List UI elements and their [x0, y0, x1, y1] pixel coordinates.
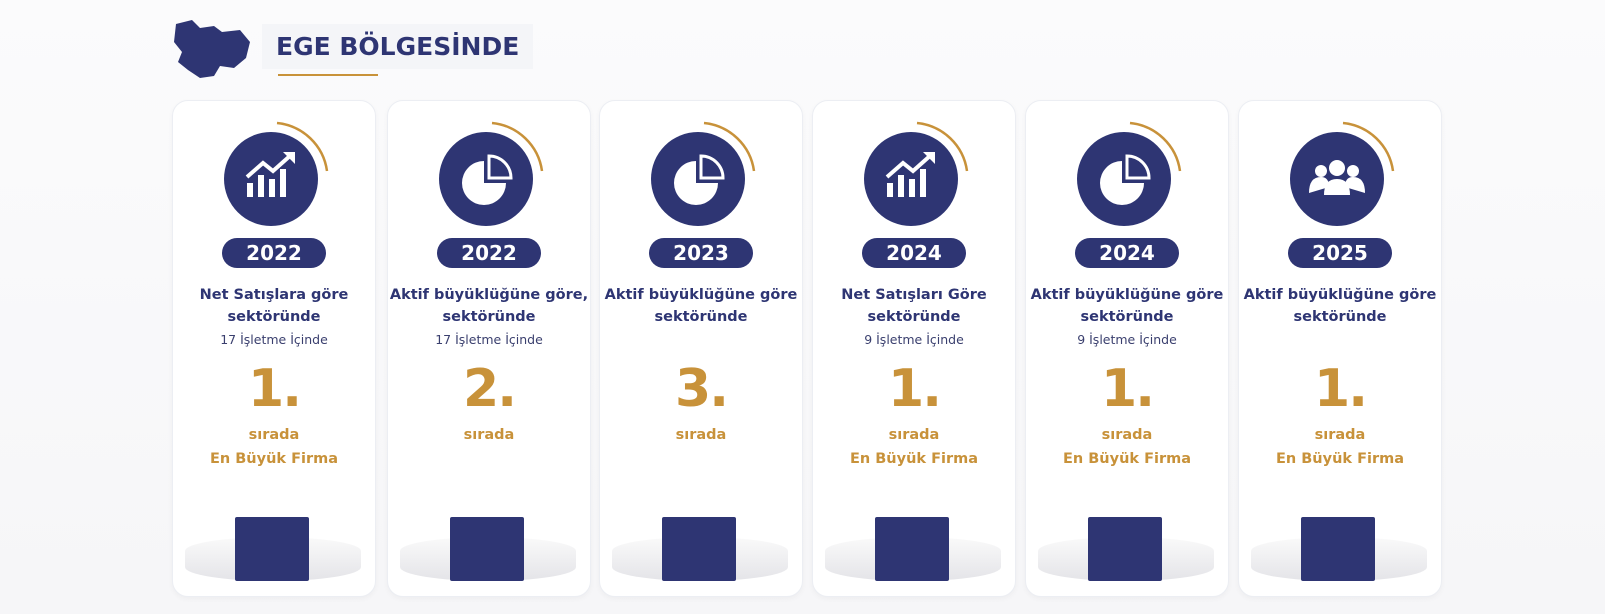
icon — [224, 121, 329, 226]
description: sektöründe — [654, 309, 748, 325]
card: 2022 Net Satışlara göre sektöründe 17 İşlet… — [172, 100, 376, 597]
description: Aktif büyüklüğüne göre — [604, 287, 798, 303]
podium-block — [1301, 517, 1375, 581]
description: Aktif büyüklüğüne göre — [1243, 287, 1437, 303]
year-pill: 2022 — [437, 238, 541, 268]
rank: 1. — [888, 359, 942, 419]
podium-block — [875, 517, 949, 581]
icon — [439, 121, 544, 226]
note: 9 İşletme İçinde — [1077, 332, 1177, 347]
icon — [1077, 121, 1182, 226]
card: 2023 Aktif büyüklüğüne göre sektöründe 3. sı… — [599, 100, 803, 597]
rank-unit: sırada — [463, 427, 515, 443]
note: 17 İşletme İçinde — [435, 332, 543, 347]
icon — [864, 121, 969, 226]
rank-unit: sırada — [888, 427, 940, 443]
label: En Büyük Firma — [1062, 451, 1192, 467]
rank: 2. — [463, 359, 517, 419]
description: sektöründe — [1293, 309, 1387, 325]
page-title: EGE BÖLGESİNDE — [262, 24, 534, 69]
description: Aktif büyüklüğüne göre — [1030, 287, 1224, 303]
card: 2024 Net Satışları Göre sektöründe 9 İşletm… — [812, 100, 1016, 597]
card: 2024 Aktif büyüklüğüne göre sektöründe 9 İş… — [1025, 100, 1229, 597]
label: En Büyük Firma — [209, 451, 339, 467]
rank-unit: sırada — [1314, 427, 1366, 443]
rank: 1. — [1314, 359, 1368, 419]
podium-block — [450, 517, 524, 581]
rank-unit: sırada — [1101, 427, 1153, 443]
description: sektöründe — [867, 309, 961, 325]
rank: 3. — [675, 359, 729, 419]
description: Net Satışları Göre — [841, 287, 987, 303]
card: 2022 Aktif büyüklüğüne göre, sektöründe 17 … — [387, 100, 591, 597]
rank-unit: sırada — [248, 427, 300, 443]
year-pill: 2024 — [862, 238, 966, 268]
label: En Büyük Firma — [849, 451, 979, 467]
note: 9 İşletme İçinde — [864, 332, 964, 347]
rank: 1. — [1101, 359, 1155, 419]
year-pill: 2023 — [649, 238, 753, 268]
podium-block — [1088, 517, 1162, 581]
card: 2025 Aktif büyüklüğüne göre sektöründe 1. sı… — [1238, 100, 1442, 597]
year-pill: 2022 — [222, 238, 326, 268]
rank: 1. — [248, 359, 302, 419]
year-pill: 2024 — [1075, 238, 1179, 268]
podium-block — [662, 517, 736, 581]
description: sektöründe — [442, 309, 536, 325]
title-underline — [278, 74, 378, 76]
podium-block — [235, 517, 309, 581]
rank-unit: sırada — [675, 427, 727, 443]
description: Aktif büyüklüğüne göre, — [389, 287, 589, 303]
note: 17 İşletme İçinde — [220, 332, 328, 347]
description: sektöründe — [227, 309, 321, 325]
region-map — [174, 20, 250, 78]
label: En Büyük Firma — [1275, 451, 1405, 467]
icon — [1290, 121, 1395, 226]
year-pill: 2025 — [1288, 238, 1392, 268]
icon — [651, 121, 756, 226]
description: Net Satışlara göre — [199, 287, 349, 303]
description: sektöründe — [1080, 309, 1174, 325]
